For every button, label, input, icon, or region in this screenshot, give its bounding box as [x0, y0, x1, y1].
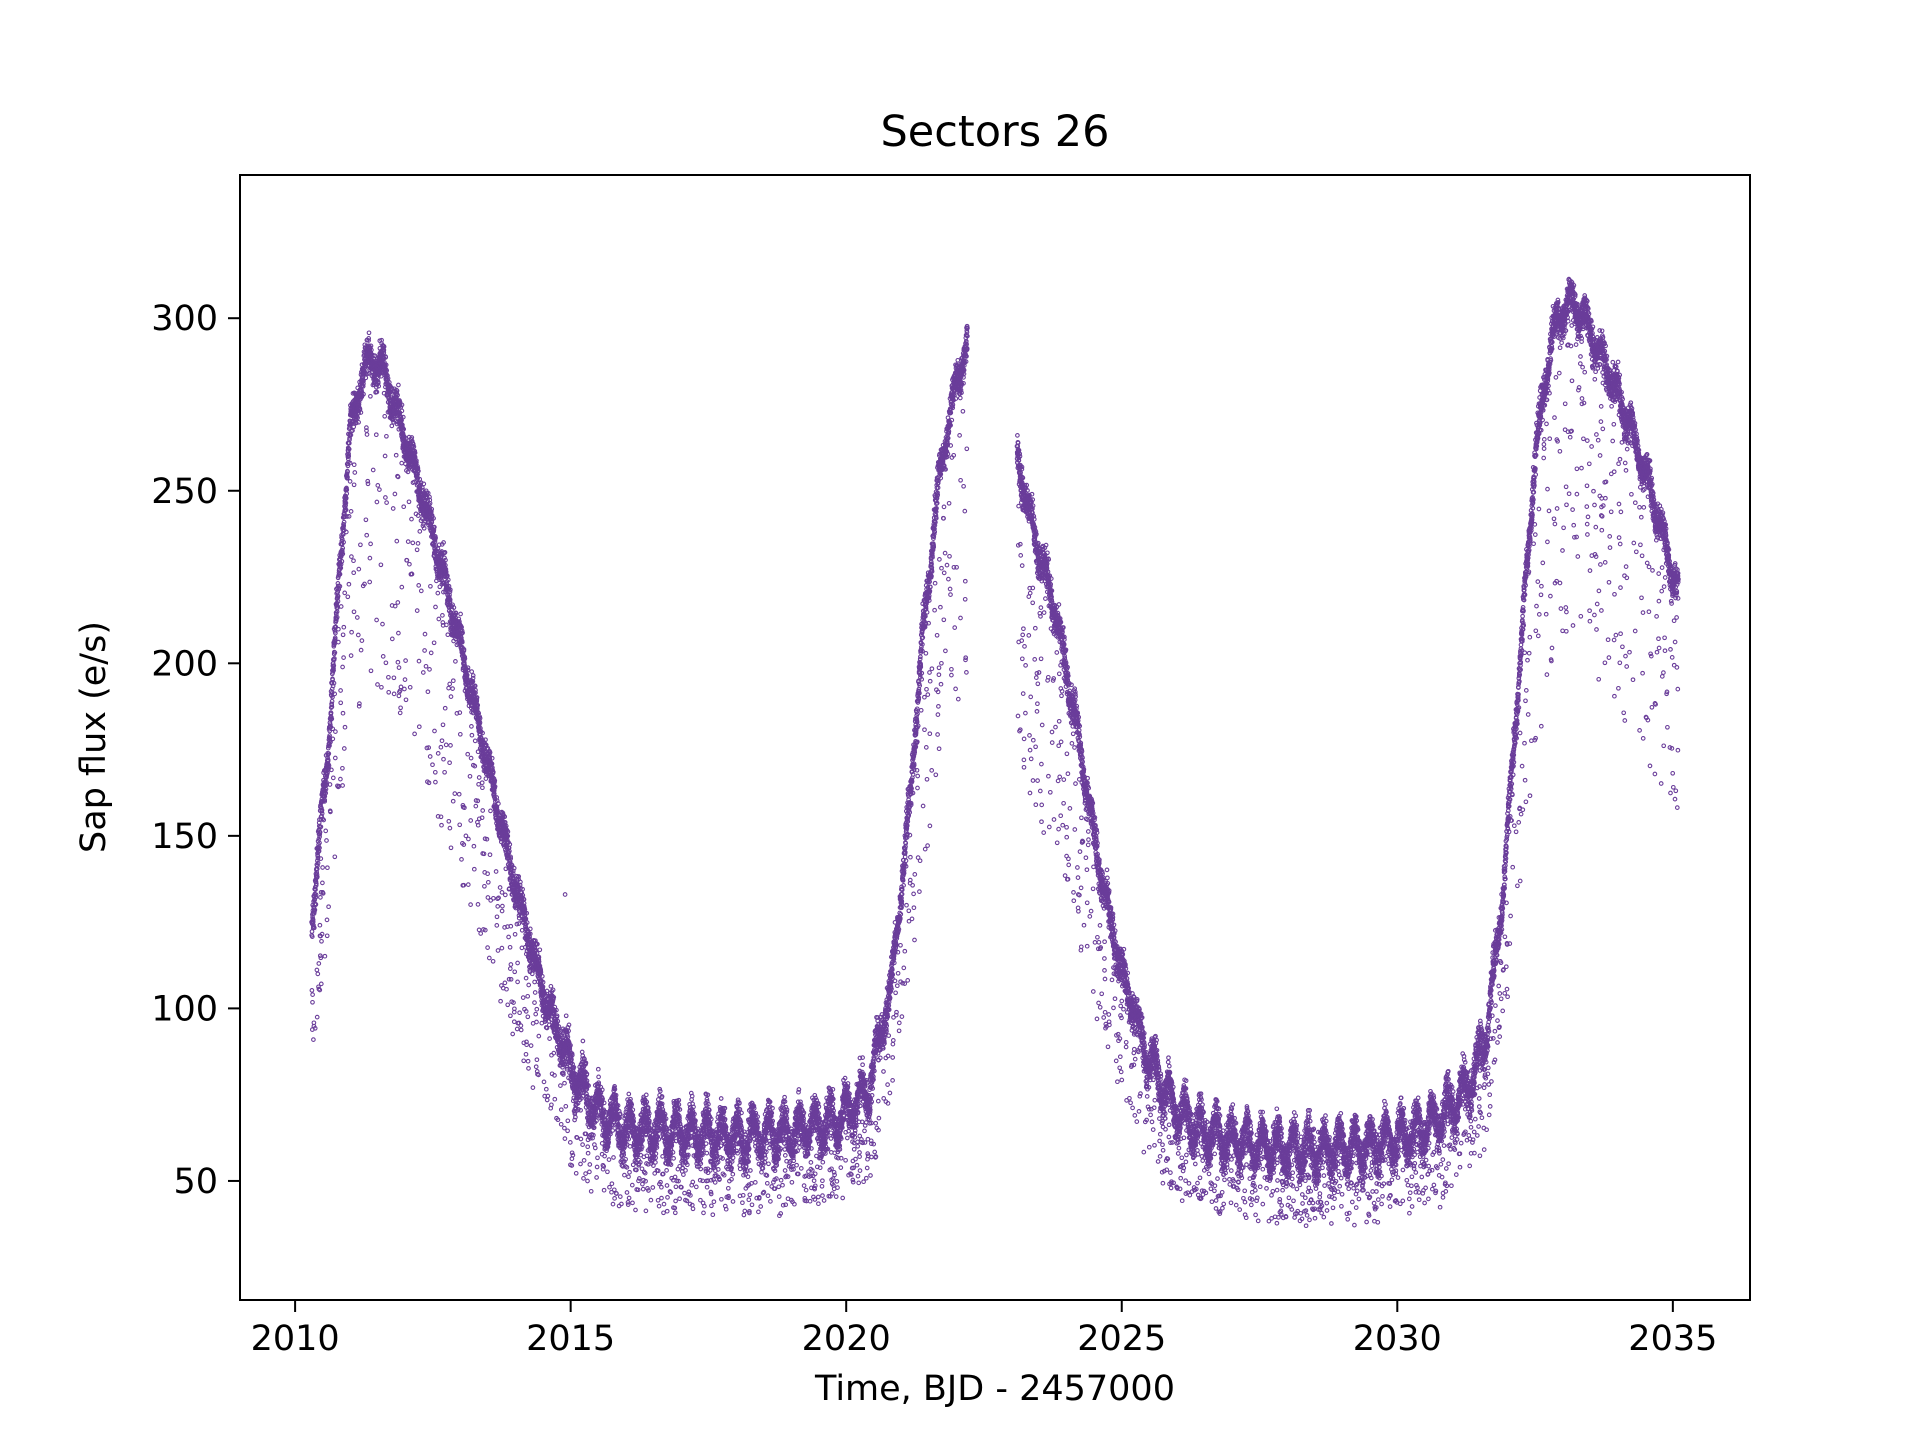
- plot-area: [240, 175, 1750, 1300]
